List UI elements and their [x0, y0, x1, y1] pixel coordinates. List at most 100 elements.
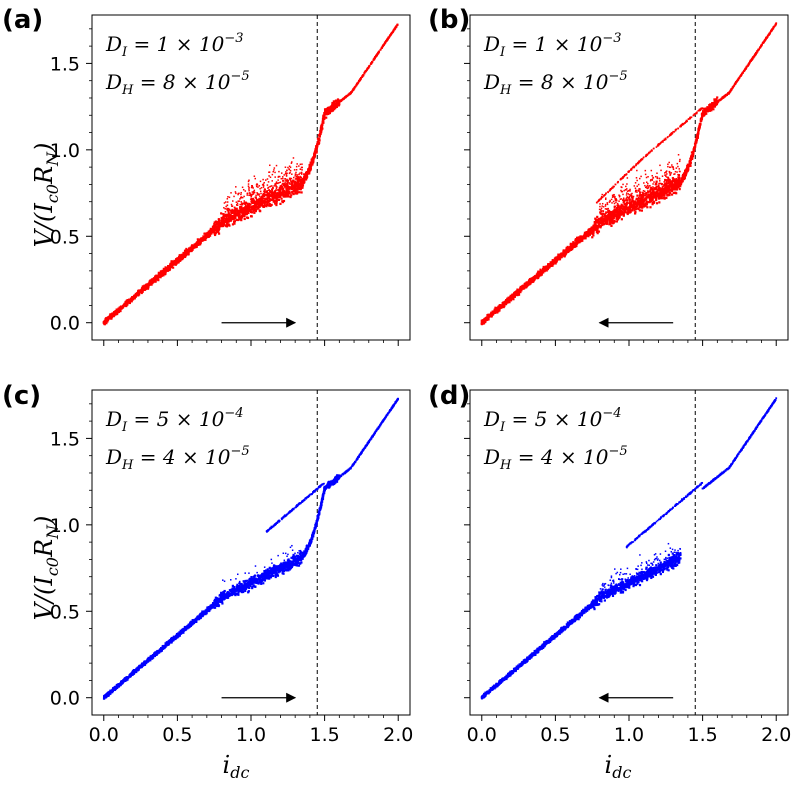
data-point [617, 214, 620, 217]
data-point [230, 192, 232, 194]
data-point [493, 311, 497, 314]
data-point [597, 230, 601, 233]
data-point [208, 231, 212, 234]
data-point [112, 315, 115, 318]
data-point [239, 203, 241, 206]
data-point [302, 181, 305, 184]
data-point [659, 193, 662, 196]
data-point [575, 242, 578, 246]
data-point [130, 300, 133, 303]
data-point [282, 182, 284, 185]
data-point [532, 280, 535, 283]
data-point [622, 211, 625, 214]
data-point [206, 233, 209, 236]
data-point [224, 208, 226, 210]
data-point [309, 166, 312, 168]
data-point [235, 192, 237, 195]
data-point [598, 217, 601, 221]
y-axis-label-top: V/(Ic0RN) [30, 143, 62, 248]
data-point [240, 208, 243, 210]
data-point [265, 179, 267, 181]
data-point [594, 217, 597, 220]
data-point [537, 274, 540, 277]
data-point [574, 238, 577, 241]
data-point [253, 203, 256, 205]
data-point [267, 187, 269, 189]
data-point [577, 236, 580, 239]
data-point [178, 259, 181, 262]
data-point [174, 263, 177, 266]
data-point [299, 175, 301, 178]
data-point [503, 301, 507, 304]
data-point [284, 178, 287, 180]
data-point [272, 187, 274, 189]
data-point [250, 196, 252, 198]
data-point [271, 192, 274, 195]
data-point [620, 210, 623, 213]
data-point [258, 205, 261, 208]
data-point [250, 206, 253, 209]
data-point [653, 200, 656, 203]
data-point [219, 223, 222, 226]
data-point [535, 274, 539, 277]
data-point [262, 205, 266, 208]
data-point [228, 208, 231, 210]
data-point [237, 214, 240, 217]
data-point [246, 208, 248, 211]
data-point [252, 197, 255, 200]
data-point [556, 255, 559, 259]
data-point [104, 321, 108, 324]
data-point [635, 204, 639, 208]
data-point [274, 192, 276, 195]
data-point [267, 192, 270, 195]
data-point [230, 209, 232, 212]
data-point [312, 157, 315, 160]
data-point [140, 291, 143, 295]
data-point [308, 172, 311, 175]
data-point [640, 209, 643, 212]
data-point [333, 104, 336, 107]
data-point [218, 224, 221, 227]
data-point [269, 190, 272, 194]
data-point [620, 203, 623, 206]
data-point [332, 108, 336, 111]
data-point [223, 202, 226, 204]
data-point [599, 221, 602, 225]
data-point [605, 218, 608, 221]
data-point [599, 225, 603, 228]
data-point [277, 198, 281, 201]
data-point [545, 268, 548, 271]
data-point [147, 284, 150, 287]
data-point [335, 105, 338, 108]
panel-label-a: (a) [2, 5, 43, 35]
data-point [244, 201, 248, 204]
data-point [226, 198, 229, 200]
data-point [119, 305, 123, 308]
data-point [677, 186, 680, 189]
data-point [600, 219, 604, 222]
data-point [281, 188, 284, 191]
data-point [613, 220, 616, 223]
data-point [651, 203, 654, 206]
data-point [325, 116, 328, 119]
data-point [270, 198, 273, 202]
data-point [296, 163, 298, 165]
data-point [638, 206, 641, 209]
data-point [129, 297, 133, 300]
data-point [602, 222, 605, 226]
data-point [293, 169, 296, 171]
data-point [253, 200, 256, 203]
data-point [560, 254, 563, 258]
data-point [621, 213, 624, 216]
data-point [240, 191, 242, 194]
data-point [212, 226, 215, 229]
data-point [262, 178, 264, 181]
data-point [271, 190, 274, 192]
data-point [140, 287, 144, 290]
data-point [213, 222, 216, 226]
data-point [664, 192, 667, 195]
data-point [659, 197, 663, 200]
data-point [535, 276, 538, 279]
data-point [383, 41, 386, 44]
data-point [253, 190, 255, 193]
